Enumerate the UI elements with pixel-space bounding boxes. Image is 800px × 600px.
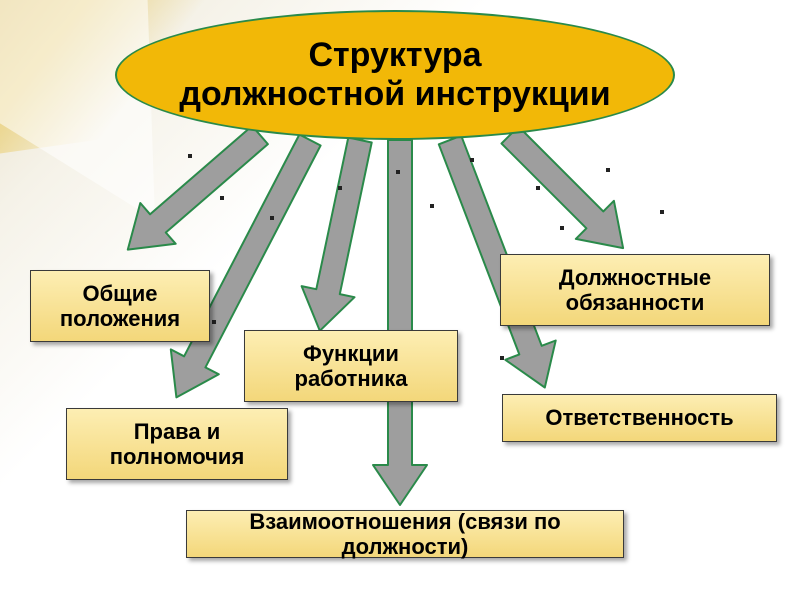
box-label: Функции xyxy=(303,341,399,366)
box-label: полномочия xyxy=(110,444,245,469)
box-label: обязанности xyxy=(566,290,705,315)
stray-dot xyxy=(188,154,192,158)
stray-dot xyxy=(338,186,342,190)
box-label: работника xyxy=(295,366,408,391)
box-label: Права и xyxy=(134,419,221,444)
box-rights-and-authority: Права и полномочия xyxy=(66,408,288,480)
box-label: Общие xyxy=(82,281,157,306)
stray-dot xyxy=(396,170,400,174)
box-label: Ответственность xyxy=(545,405,733,430)
box-label: положения xyxy=(60,306,180,331)
title-line2: должностной инструкции xyxy=(179,75,610,113)
stray-dot xyxy=(500,356,504,360)
stray-dot xyxy=(212,320,216,324)
arrow xyxy=(373,140,427,505)
title-ellipse: Структура должностной инструкции xyxy=(115,10,675,140)
box-label: Взаимоотношения (связи по должности) xyxy=(249,509,560,559)
title-line1: Структура xyxy=(308,36,481,74)
box-relationships: Взаимоотношения (связи по должности) xyxy=(186,510,624,558)
box-employee-functions: Функции работника xyxy=(244,330,458,402)
stray-dot xyxy=(470,158,474,162)
stray-dot xyxy=(606,168,610,172)
box-job-duties: Должностные обязанности xyxy=(500,254,770,326)
box-label: Должностные xyxy=(559,265,711,290)
stray-dot xyxy=(430,204,434,208)
stray-dot xyxy=(270,216,274,220)
stray-dot xyxy=(660,210,664,214)
stray-dot xyxy=(560,226,564,230)
title-text: Структура должностной инструкции xyxy=(179,36,610,114)
stray-dot xyxy=(536,186,540,190)
box-responsibility: Ответственность xyxy=(502,394,777,442)
box-general-provisions: Общие положения xyxy=(30,270,210,342)
arrow xyxy=(302,138,372,331)
stray-dot xyxy=(220,196,224,200)
